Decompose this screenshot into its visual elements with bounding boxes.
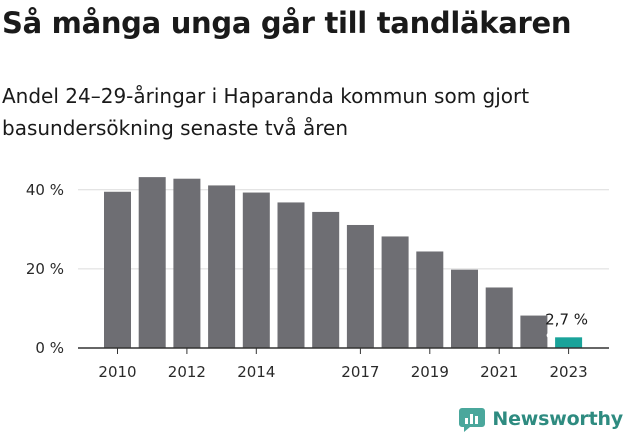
bar-2021 [485, 287, 513, 348]
bar-2022 [520, 315, 548, 348]
y-tick-label: 0 % [35, 339, 64, 357]
newsworthy-logo-icon [459, 408, 486, 432]
labels: 0 % 20 % 40 % 2010 2012 2014 2017 2019 2021 2023 2… [26, 181, 588, 381]
bar-2023 [555, 337, 583, 348]
axes [78, 347, 609, 354]
bar-2018 [381, 236, 409, 348]
bar-2012 [173, 178, 201, 348]
bar-2010 [104, 191, 131, 348]
bar-2020 [451, 269, 478, 348]
x-tick-label: 2021 [480, 363, 518, 381]
brand-name: Newsworthy [492, 408, 623, 430]
bar-2016 [312, 211, 340, 348]
bar-2015 [277, 202, 305, 348]
chart-subtitle: Andel 24–29-åringar i Haparanda kommun s… [2, 84, 530, 140]
x-tick-label: 2019 [411, 363, 449, 381]
bar-2017 [346, 224, 374, 348]
label-marker [546, 332, 552, 338]
x-tick-label: 2010 [98, 363, 136, 381]
x-tick-label: 2012 [168, 363, 206, 381]
brand-logo: Newsworthy [458, 405, 623, 433]
bar-2013 [208, 185, 236, 348]
x-tick-label: 2014 [237, 363, 275, 381]
highlight-data-label: 2,7 % [545, 310, 588, 328]
bars [104, 177, 583, 348]
chart-title: Så många unga går till tandläkaren [2, 6, 572, 40]
x-tick-label: 2017 [341, 363, 379, 381]
bar-2011 [138, 177, 166, 348]
bar-2019 [416, 251, 444, 348]
y-tick-label: 40 % [26, 181, 64, 199]
bar-2014 [242, 192, 270, 348]
y-tick-label: 20 % [26, 260, 64, 278]
x-tick-label: 2023 [550, 363, 588, 381]
grid-lines [78, 189, 609, 270]
